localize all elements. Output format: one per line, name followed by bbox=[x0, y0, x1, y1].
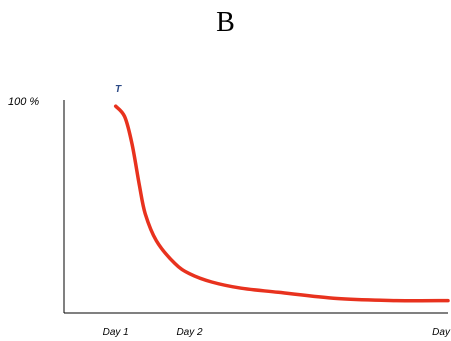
x-tick-label: Day 1 bbox=[103, 327, 129, 338]
series-line-0 bbox=[113, 104, 450, 303]
panel-label: B bbox=[216, 7, 235, 38]
y-tick-label-100-percent: 100 % bbox=[8, 96, 39, 108]
x-tick-label: Day 30 bbox=[432, 327, 451, 338]
x-tick-label: Day 2 bbox=[176, 327, 203, 338]
x-tick-labels: Day 1 Day 2 Day 30 bbox=[103, 327, 451, 338]
series-layer bbox=[113, 104, 450, 303]
curve-annotation-t: T bbox=[115, 84, 122, 95]
